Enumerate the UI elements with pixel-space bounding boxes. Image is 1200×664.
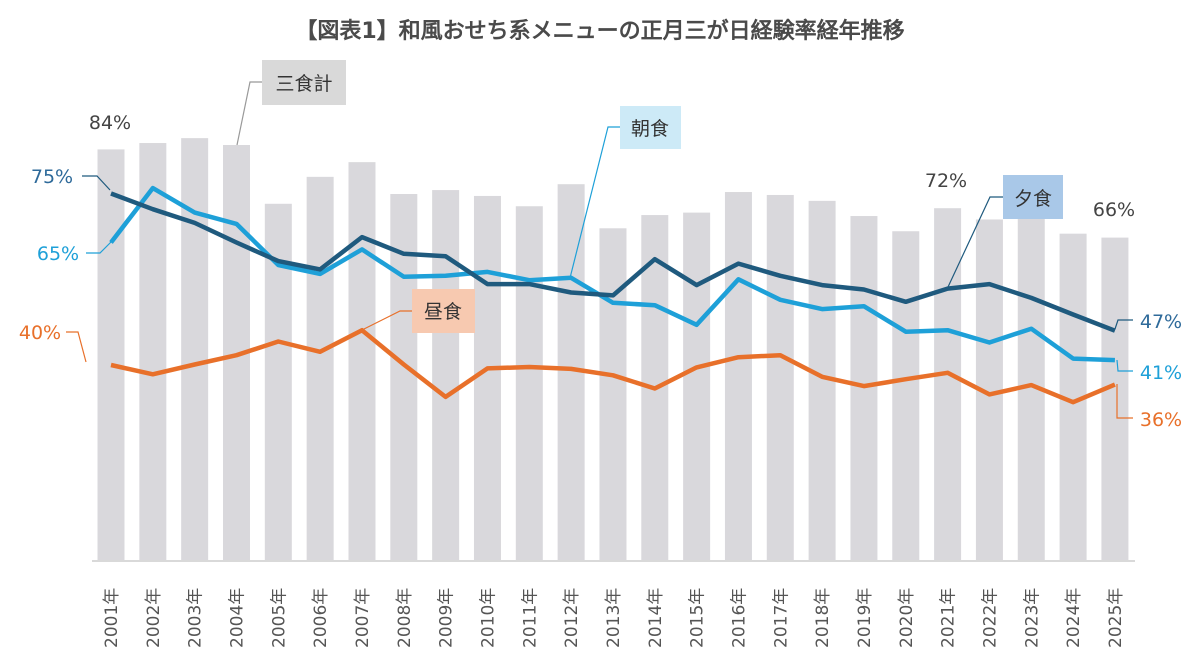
label-lunch-2025: 36% (1140, 409, 1182, 431)
x-tick-label: 2011年 (520, 588, 540, 648)
callout-lunch-bg (412, 289, 475, 333)
x-tick-label: 2003年 (186, 588, 206, 648)
bar-2025年 (1101, 237, 1129, 561)
leader-breakfast (569, 126, 620, 279)
leader-breakfast-2001 (86, 240, 113, 254)
bar-2015年 (683, 212, 711, 562)
x-tick-label: 2002年 (144, 588, 164, 648)
x-tick-label: 2009年 (437, 588, 457, 648)
x-tick-label: 2019年 (855, 588, 875, 648)
callout-total: 三食計 (275, 73, 332, 95)
bar-2009年 (432, 190, 460, 561)
label-total-2001: 84% (89, 112, 131, 134)
chart-title: 【図表1】和風おせち系メニューの正月三が日経験率経年推移 (295, 18, 904, 44)
bar-2010年 (473, 195, 501, 561)
x-tick-label: 2020年 (897, 588, 917, 648)
callout-breakfast: 朝食 (631, 118, 669, 140)
bar-2001年 (97, 149, 125, 561)
bar-2016年 (724, 192, 752, 561)
x-tick-label: 2023年 (1022, 588, 1042, 648)
bar-2020年 (892, 231, 920, 562)
leader-dinner-2025 (1114, 319, 1133, 330)
x-tick-label: 2021年 (939, 588, 959, 648)
leader-dinner-2001 (82, 175, 111, 191)
x-tick-label: 2005年 (269, 588, 289, 648)
label-breakfast-2025: 41% (1140, 362, 1182, 384)
x-tick-label: 2006年 (311, 588, 331, 648)
x-tick-label: 2017年 (771, 588, 791, 648)
x-tick-label: 2022年 (980, 588, 1000, 648)
leader-total (236, 81, 262, 146)
label-dinner-2001: 75% (31, 166, 73, 188)
leader-dinner (947, 196, 1003, 288)
label-total-2021: 72% (925, 170, 967, 192)
x-tick-label: 2014年 (646, 588, 666, 648)
label-dinner-2025: 47% (1140, 311, 1182, 333)
bar-2006年 (306, 176, 334, 561)
callout-dinner-bg (1003, 175, 1063, 219)
x-tick-label: 2012年 (562, 588, 582, 648)
x-tick-labels: 2001年 2002年 2003年 2004年 2005年 2006年 2007年 2008年… (102, 588, 1126, 648)
callout-lunch: 昼食 (424, 301, 462, 323)
x-tick-label: 2025年 (1106, 588, 1126, 648)
callout-total-bg (262, 60, 346, 105)
label-lunch-2001: 40% (19, 322, 61, 344)
leader-lunch-2025 (1116, 384, 1133, 419)
leader-lunch (361, 310, 412, 331)
callout-dinner: 夕食 (1014, 188, 1052, 210)
bar-2013年 (599, 228, 627, 562)
x-tick-label: 2007年 (353, 588, 373, 648)
label-breakfast-2001: 65% (37, 243, 79, 265)
bar-2011年 (515, 206, 543, 562)
x-tick-label: 2004年 (227, 588, 247, 648)
bar-2017年 (766, 194, 794, 561)
x-tick-label: 2018年 (813, 588, 833, 648)
bar-2012年 (557, 184, 585, 561)
x-tick-label: 2024年 (1064, 588, 1084, 648)
x-tick-label: 2010年 (478, 588, 498, 648)
callout-breakfast-bg (620, 106, 681, 149)
line-group (109, 185, 1116, 405)
leader-breakfast-2025 (1116, 359, 1133, 372)
x-tick-label: 2013年 (604, 588, 624, 648)
bar-2007年 (348, 162, 376, 561)
bar-2003年 (181, 138, 209, 561)
bar-2019年 (850, 216, 878, 562)
bar-2021年 (934, 208, 962, 561)
label-total-2025: 66% (1093, 199, 1135, 221)
x-tick-label: 2008年 (395, 588, 415, 648)
leader-lunch-2001 (66, 331, 87, 363)
x-tick-label: 2016年 (729, 588, 749, 648)
x-tick-label: 2001年 (102, 588, 122, 648)
x-tick-label: 2015年 (688, 588, 708, 648)
